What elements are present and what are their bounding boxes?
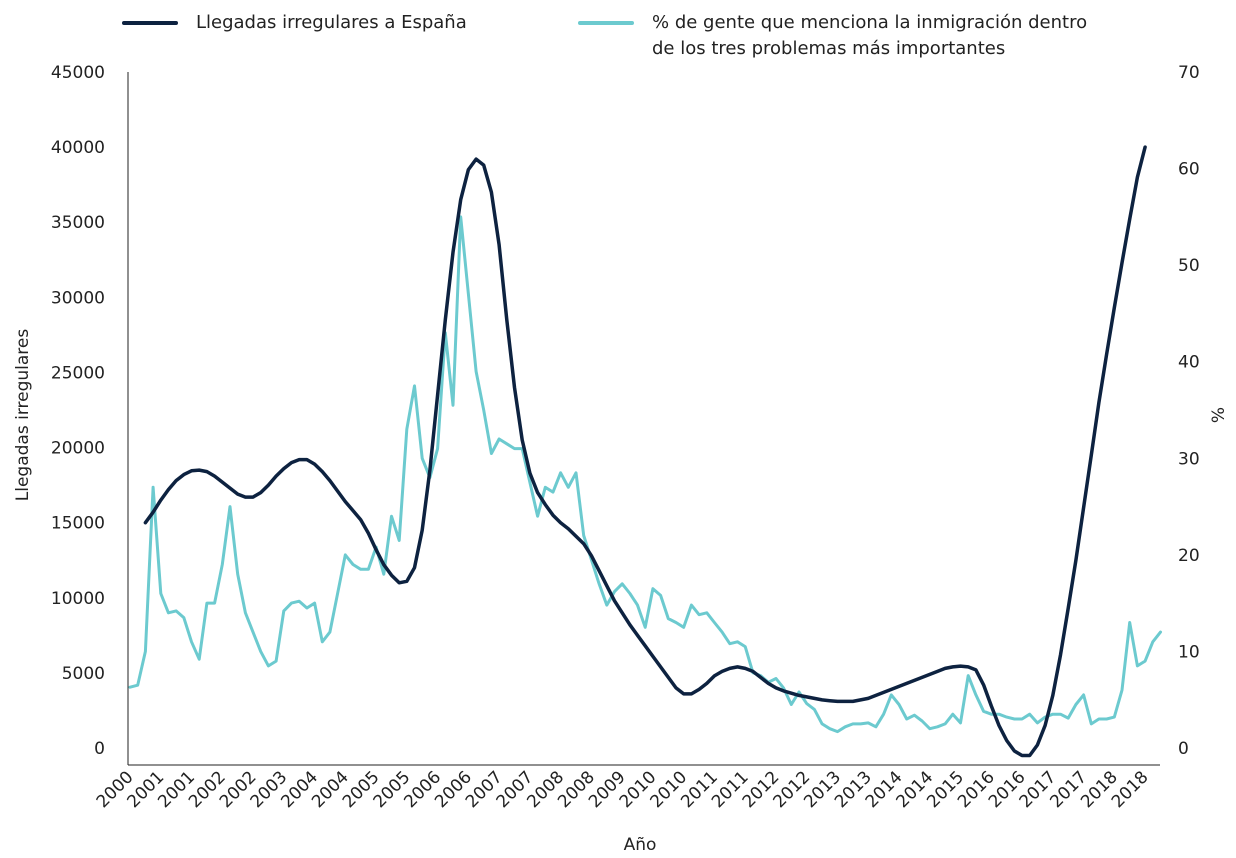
legend-swatch xyxy=(122,21,178,25)
legend-label: Llegadas irregulares a España xyxy=(196,12,467,33)
y2-tick-label: 50 xyxy=(1178,256,1200,276)
y-tick-label: 40000 xyxy=(51,138,105,158)
y-tick-label: 15000 xyxy=(51,514,105,534)
y-tick-label: 5000 xyxy=(62,664,105,684)
legend-item: % de gente que menciona la inmigración d… xyxy=(578,10,1098,62)
series-line xyxy=(143,145,1147,758)
y2-axis-title: % xyxy=(1209,407,1229,423)
series-line xyxy=(128,215,1162,734)
y2-tick-label: 40 xyxy=(1178,353,1200,373)
x-axis-title: Año xyxy=(624,835,657,855)
y2-tick-label: 20 xyxy=(1178,546,1200,566)
y-tick-label: 25000 xyxy=(51,363,105,383)
y-tick-label: 0 xyxy=(94,739,105,759)
y2-tick-label: 60 xyxy=(1178,160,1200,180)
y-axis-title: Llegadas irregulares xyxy=(13,329,33,502)
y2-tick-label: 70 xyxy=(1178,63,1200,83)
legend-swatch xyxy=(578,21,634,25)
y2-tick-label: 0 xyxy=(1178,739,1189,759)
y-tick-label: 10000 xyxy=(51,589,105,609)
y-tick-label: 35000 xyxy=(51,213,105,233)
y-tick-label: 20000 xyxy=(51,439,105,459)
y-tick-label: 30000 xyxy=(51,288,105,308)
y2-tick-label: 10 xyxy=(1178,642,1200,662)
y2-tick-label: 30 xyxy=(1178,449,1200,469)
legend-item: Llegadas irregulares a España xyxy=(122,10,467,36)
legend-label: % de gente que menciona la inmigración d… xyxy=(652,12,1088,59)
y-tick-label: 45000 xyxy=(51,63,105,83)
x-tick-label: 2018 xyxy=(1108,767,1153,812)
